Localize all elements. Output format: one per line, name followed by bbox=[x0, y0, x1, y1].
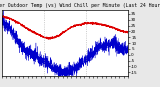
Text: Milwaukee Weather Outdoor Temp (vs) Wind Chill per Minute (Last 24 Hours): Milwaukee Weather Outdoor Temp (vs) Wind… bbox=[0, 3, 160, 8]
